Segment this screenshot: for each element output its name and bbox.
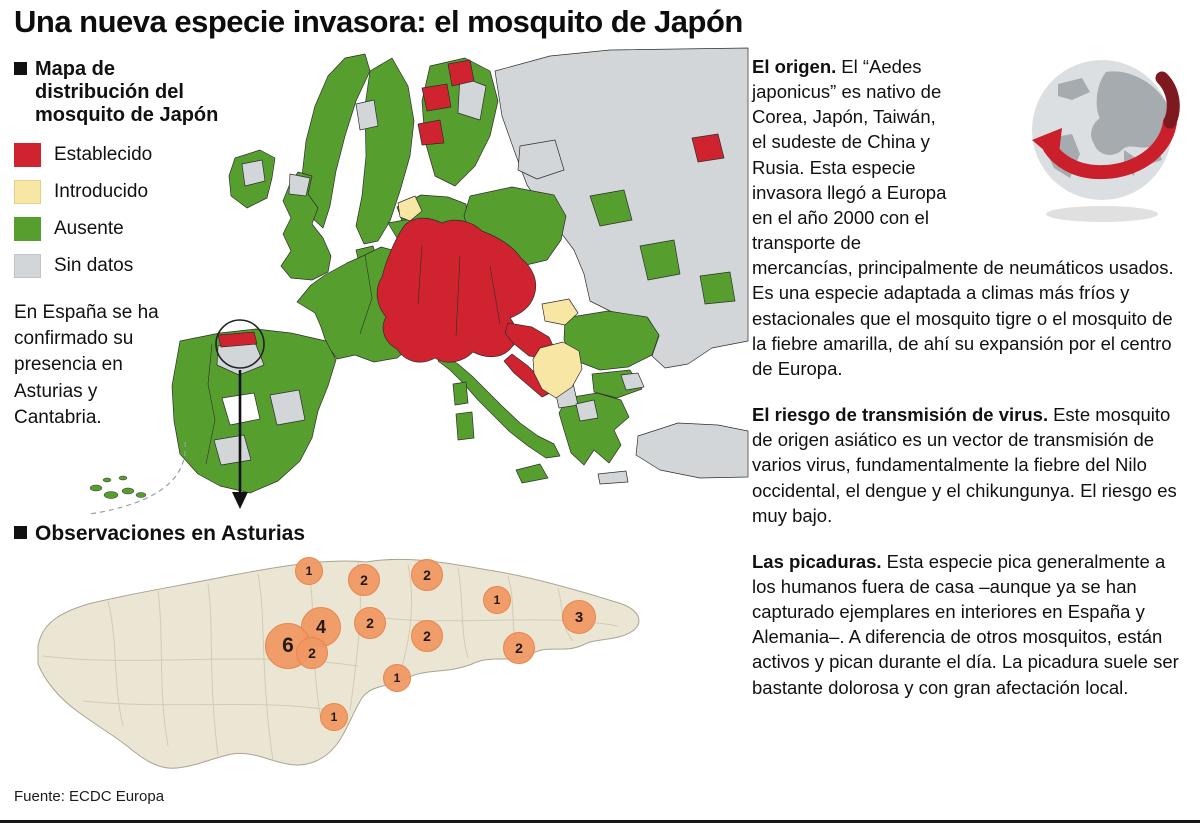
article-virus-risk: El riesgo de transmisión de virus. Este m… <box>752 402 1188 528</box>
asturias-region-shape <box>37 558 640 769</box>
article-origin: El origen. El “Aedes japonicus” es nativo… <box>752 54 1188 381</box>
regions-introduced <box>397 195 583 399</box>
map-legend-title-text: Mapa de distribución del mosquito de Jap… <box>35 58 219 126</box>
article-lead: El riesgo de transmisión de virus. <box>752 404 1049 426</box>
page-title: Una nueva especie invasora: el mosquito … <box>14 4 743 39</box>
canary-islands-shapes <box>89 475 147 499</box>
observation-bubble: 1 <box>383 664 411 692</box>
square-bullet-icon <box>14 62 27 75</box>
observation-bubble: 2 <box>503 632 535 664</box>
article-column: El origen. El “Aedes japonicus” es nativo… <box>752 54 1188 721</box>
legend-label: Introducido <box>54 181 149 202</box>
canary-islands-inset <box>89 441 186 515</box>
observation-bubble: 2 <box>354 607 386 639</box>
municipal-borders <box>42 561 619 762</box>
article-text: Esta especie pica generalmente a los hum… <box>752 550 1179 698</box>
legend-swatch-ausente-icon <box>14 217 41 241</box>
legend-swatch-introducido-icon <box>14 180 41 204</box>
legend-item-sin-datos: Sin datos <box>14 254 232 278</box>
article-lead: Las picaduras. <box>752 550 882 572</box>
map-legend-title: Mapa de distribución del mosquito de Jap… <box>14 58 232 127</box>
asturias-magnifier <box>215 319 265 509</box>
asturias-section-title: Observaciones en Asturias <box>14 522 305 546</box>
magnifier-circle-icon <box>215 319 265 369</box>
legend-item-ausente: Ausente <box>14 217 232 241</box>
observation-bubble: 2 <box>411 559 443 591</box>
observation-bubble: 1 <box>483 586 511 614</box>
legend-label: Establecido <box>54 144 153 165</box>
asturias-section-title-text: Observaciones en Asturias <box>35 522 306 545</box>
inset-dashed-arc <box>89 441 186 515</box>
legend-swatch-sin-datos-icon <box>14 254 41 278</box>
legend-items: Establecido Introducido Ausente Sin dato… <box>14 143 232 278</box>
article-text: Este mosquito de origen asiático es un v… <box>752 404 1177 526</box>
observation-bubble: 2 <box>348 564 380 596</box>
bottom-rule <box>0 820 1200 823</box>
square-bullet-icon <box>14 526 27 539</box>
spain-presence-note: En España se ha confirmado su presencia … <box>14 302 159 428</box>
observation-bubble: 1 <box>295 557 323 585</box>
article-text: El “Aedes japonicus” es nativo de Corea,… <box>752 56 1174 379</box>
article-lead: El origen. <box>752 56 837 77</box>
map-legend: Mapa de distribución del mosquito de Jap… <box>14 58 232 431</box>
region-border-lines <box>205 245 501 465</box>
observation-bubble: 1 <box>320 703 348 731</box>
europe-distribution-map <box>171 47 749 509</box>
observation-bubble: 2 <box>411 620 443 652</box>
pointer-arrow-head-icon <box>232 492 248 509</box>
observation-bubble: 2 <box>296 637 328 669</box>
globe-illustration <box>960 54 1188 236</box>
article-bites: Las picaduras. Esta especie pica generalm… <box>752 549 1188 700</box>
legend-label: Ausente <box>54 218 124 239</box>
legend-item-introducido: Introducido <box>14 180 232 204</box>
legend-label: Sin datos <box>54 255 134 276</box>
legend-item-establecido: Establecido <box>14 143 232 167</box>
observation-bubble: 3 <box>562 600 596 634</box>
source-credit: Fuente: ECDC Europa <box>14 788 165 805</box>
globe-asia-icon <box>1032 60 1180 222</box>
legend-swatch-establecido-icon <box>14 143 41 167</box>
regions-absent <box>171 53 736 494</box>
